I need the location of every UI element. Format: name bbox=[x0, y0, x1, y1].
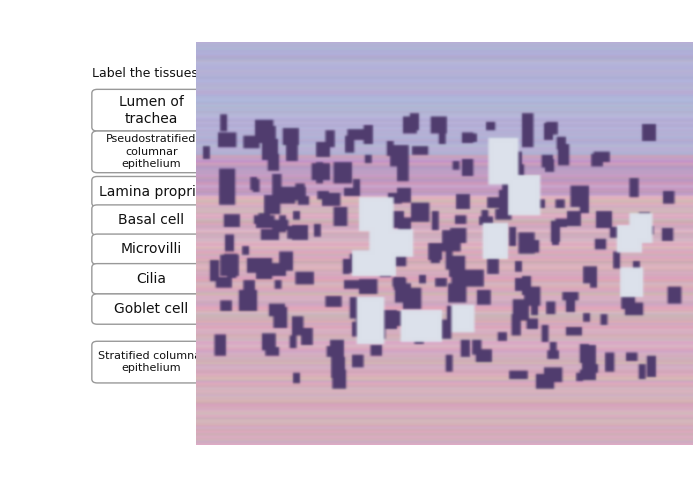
FancyBboxPatch shape bbox=[202, 397, 284, 433]
Text: Lamina propria: Lamina propria bbox=[99, 184, 204, 199]
Text: Stratified columnar
epithelium: Stratified columnar epithelium bbox=[97, 351, 205, 373]
Text: © The McGraw-Hill Companies,
Inc./Dennis Strete, photographer: © The McGraw-Hill Companies, Inc./Dennis… bbox=[485, 408, 624, 427]
FancyBboxPatch shape bbox=[92, 205, 211, 235]
Text: Pseudostratified
columnar
epithelium: Pseudostratified columnar epithelium bbox=[106, 134, 197, 169]
FancyBboxPatch shape bbox=[285, 397, 367, 433]
FancyBboxPatch shape bbox=[92, 177, 211, 207]
FancyBboxPatch shape bbox=[211, 65, 293, 108]
Text: Cilia: Cilia bbox=[136, 272, 167, 286]
FancyBboxPatch shape bbox=[296, 65, 378, 108]
FancyBboxPatch shape bbox=[92, 131, 211, 173]
Text: Goblet cell: Goblet cell bbox=[114, 302, 188, 316]
Text: Lumen of
trachea: Lumen of trachea bbox=[119, 94, 184, 126]
FancyBboxPatch shape bbox=[92, 90, 211, 131]
FancyBboxPatch shape bbox=[92, 234, 211, 264]
FancyBboxPatch shape bbox=[92, 341, 211, 383]
FancyBboxPatch shape bbox=[384, 65, 466, 108]
FancyBboxPatch shape bbox=[369, 397, 451, 433]
FancyBboxPatch shape bbox=[92, 264, 211, 294]
Text: Microvilli: Microvilli bbox=[121, 242, 182, 256]
Text: Basal cell: Basal cell bbox=[118, 213, 185, 227]
FancyBboxPatch shape bbox=[92, 294, 211, 324]
Text: Label the tissues and structures on this histology slide.: Label the tissues and structures on this… bbox=[92, 67, 437, 80]
